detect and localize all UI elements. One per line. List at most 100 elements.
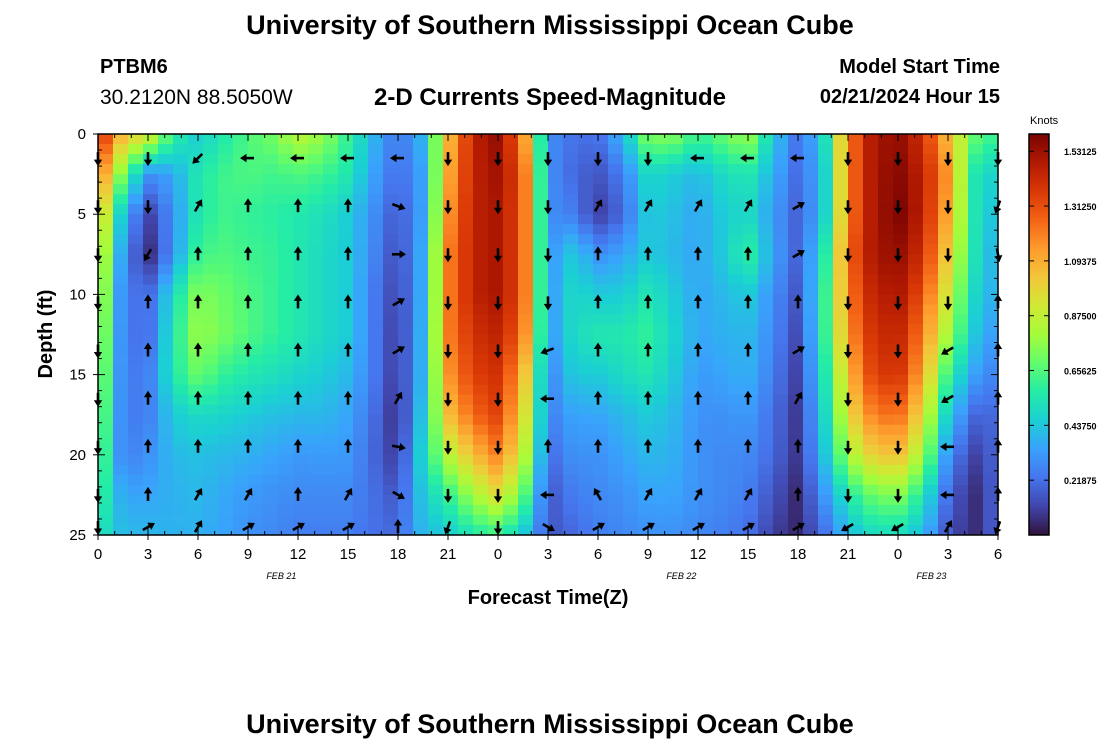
heatmap-cell bbox=[938, 224, 954, 235]
heatmap-cell bbox=[653, 524, 669, 535]
heatmap-cell bbox=[218, 474, 234, 486]
heatmap-cell bbox=[488, 164, 504, 175]
heatmap-cell bbox=[968, 274, 984, 285]
heatmap-cell bbox=[908, 384, 924, 396]
heatmap-cell bbox=[398, 314, 414, 326]
heatmap-cell bbox=[923, 274, 939, 285]
heatmap-cell bbox=[203, 404, 219, 416]
heatmap-cell bbox=[848, 524, 864, 535]
heatmap-cell bbox=[143, 394, 159, 406]
heatmap-cell bbox=[188, 504, 204, 516]
heatmap-cell bbox=[548, 324, 564, 336]
heatmap-cell bbox=[173, 204, 189, 215]
heatmap-cell bbox=[608, 494, 624, 506]
heatmap-cell bbox=[443, 244, 459, 255]
heatmap-cell bbox=[383, 384, 399, 396]
heatmap-cell bbox=[128, 304, 144, 316]
heatmap-cell bbox=[263, 304, 279, 316]
heatmap-cell bbox=[458, 264, 474, 275]
heatmap-cell bbox=[653, 314, 669, 326]
heatmap-cell bbox=[923, 164, 939, 175]
heatmap-cell bbox=[518, 464, 534, 476]
heatmap-cell bbox=[173, 214, 189, 225]
heatmap-cell bbox=[968, 374, 984, 386]
heatmap-cell bbox=[788, 314, 804, 326]
heatmap-cell bbox=[803, 214, 819, 225]
heatmap-cell bbox=[848, 474, 864, 486]
heatmap-cell bbox=[353, 204, 369, 215]
heatmap-cell bbox=[743, 224, 759, 235]
heatmap-cell bbox=[323, 224, 339, 235]
heatmap-cell bbox=[98, 134, 114, 145]
current-arrow bbox=[690, 153, 704, 163]
heatmap-cell bbox=[938, 234, 954, 245]
heatmap-cell bbox=[113, 474, 129, 486]
heatmap-cell bbox=[563, 314, 579, 326]
heatmap-cell bbox=[128, 414, 144, 426]
heatmap-cell bbox=[878, 364, 894, 376]
heatmap-cell bbox=[863, 264, 879, 275]
heatmap-cell bbox=[653, 154, 669, 165]
heatmap-cell bbox=[293, 524, 309, 535]
heatmap-cell bbox=[98, 144, 114, 155]
heatmap-cell bbox=[173, 374, 189, 386]
heatmap-cell bbox=[143, 474, 159, 486]
heatmap-cell bbox=[818, 514, 834, 526]
heatmap-cell bbox=[968, 204, 984, 215]
heatmap-cell bbox=[863, 454, 879, 466]
heatmap-cell bbox=[128, 184, 144, 195]
heatmap-cell bbox=[128, 444, 144, 456]
heatmap-cell bbox=[158, 434, 174, 446]
heatmap-cell bbox=[758, 294, 774, 306]
heatmap-cell bbox=[563, 334, 579, 346]
heatmap-cell bbox=[218, 194, 234, 205]
heatmap-cell bbox=[248, 264, 264, 275]
heatmap-cell bbox=[668, 394, 684, 406]
heatmap-cell bbox=[818, 444, 834, 456]
current-arrow bbox=[893, 296, 903, 311]
heatmap-cell bbox=[923, 364, 939, 376]
heatmap-cell bbox=[368, 454, 384, 466]
heatmap-cell bbox=[758, 434, 774, 446]
colorbar-tick-label: 0.87500 bbox=[1064, 312, 1097, 322]
heatmap-cell bbox=[593, 354, 609, 366]
heatmap-cell bbox=[488, 244, 504, 255]
heatmap-cell bbox=[788, 494, 804, 506]
heatmap-cell bbox=[638, 484, 654, 496]
current-arrow bbox=[893, 440, 903, 455]
heatmap-cell bbox=[758, 134, 774, 145]
heatmap-cell bbox=[818, 404, 834, 416]
heatmap-cell bbox=[428, 264, 444, 275]
heatmap-cell bbox=[668, 144, 684, 155]
heatmap-cell bbox=[113, 144, 129, 155]
heatmap-cell bbox=[623, 374, 639, 386]
heatmap-cell bbox=[428, 164, 444, 175]
heatmap-cell bbox=[143, 484, 159, 496]
heatmap-cell bbox=[293, 354, 309, 366]
heatmap-cell bbox=[503, 274, 519, 285]
heatmap-cell bbox=[668, 334, 684, 346]
heatmap-cell bbox=[938, 214, 954, 225]
heatmap-cell bbox=[608, 284, 624, 295]
heatmap-cell bbox=[143, 184, 159, 195]
current-arrow bbox=[893, 392, 903, 407]
heatmap-cell bbox=[893, 464, 909, 476]
heatmap-cell bbox=[383, 314, 399, 326]
heatmap-cell bbox=[773, 144, 789, 155]
heatmap-cell bbox=[173, 524, 189, 535]
heatmap-cell bbox=[593, 394, 609, 406]
heatmap-cell bbox=[233, 394, 249, 406]
heatmap-cell bbox=[473, 444, 489, 456]
heatmap-cell bbox=[818, 344, 834, 356]
heatmap-cell bbox=[818, 494, 834, 506]
heatmap-cell bbox=[983, 304, 998, 316]
heatmap-cell bbox=[518, 414, 534, 426]
heatmap-cell bbox=[983, 484, 998, 496]
heatmap-cell bbox=[728, 404, 744, 416]
heatmap-cell bbox=[488, 454, 504, 466]
heatmap-cell bbox=[263, 434, 279, 446]
heatmap-cell bbox=[263, 224, 279, 235]
heatmap-cell bbox=[413, 194, 429, 205]
current-arrow bbox=[193, 438, 203, 453]
heatmap-cell bbox=[518, 404, 534, 416]
